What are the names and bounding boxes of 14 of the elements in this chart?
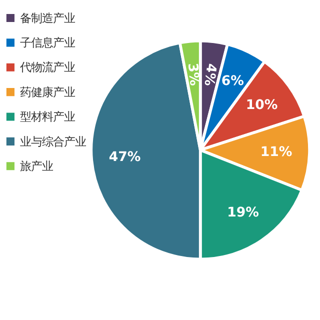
legend-label: 型材料产业 xyxy=(20,110,75,124)
legend-label: 旅产业 xyxy=(20,158,53,173)
legend-label: 备制造产业 xyxy=(20,10,75,25)
data-label: 6% xyxy=(221,74,244,90)
legend-label: 代物流产业 xyxy=(18,60,75,74)
data-label: 11% xyxy=(260,145,292,160)
data-label: 3% xyxy=(184,62,202,86)
data-label: 4% xyxy=(200,62,218,87)
data-label: 47% xyxy=(108,150,141,165)
legend-label: 药健康产业 xyxy=(20,84,75,99)
legend-label: 业与综合产业 xyxy=(20,134,86,148)
data-label: 10% xyxy=(246,98,278,114)
data-label: 19% xyxy=(227,206,259,221)
legend-label: 子信息产业 xyxy=(20,36,75,50)
